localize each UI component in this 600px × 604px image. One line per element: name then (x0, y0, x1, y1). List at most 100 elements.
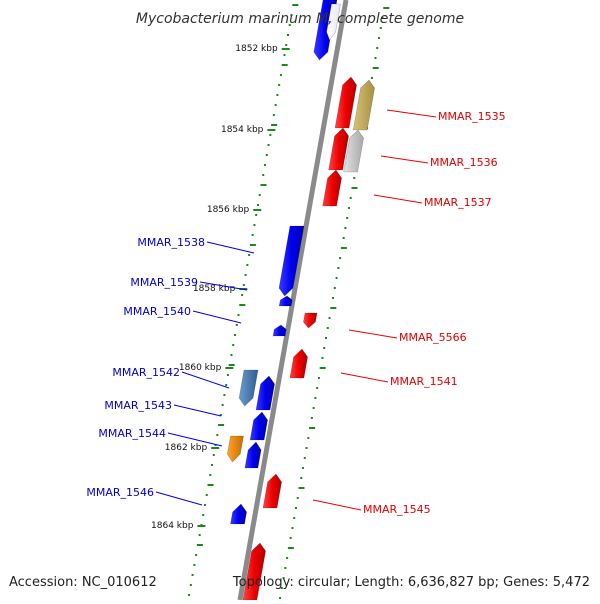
tick-dot-right (330, 307, 337, 309)
tick-dot-left (189, 584, 192, 586)
forward-gene-leader-line (167, 432, 223, 447)
gene-block-top-forward-light[interactable] (326, 3, 341, 41)
gene-blocks (226, 0, 375, 601)
tick-dot-left (198, 534, 201, 536)
reverse-gene-label[interactable]: MMAR_1541 (390, 375, 458, 388)
gene-block-mmar-1538[interactable] (278, 225, 305, 297)
tick-dot-left (188, 594, 191, 596)
reverse-gene-label[interactable]: MMAR_5566 (399, 331, 467, 344)
tick-dot-right (335, 277, 338, 279)
gene-block-mmar-1543[interactable] (249, 411, 268, 441)
tick-dot-right (293, 517, 296, 519)
scale-tick-mark (267, 129, 276, 131)
forward-gene-label[interactable]: MMAR_1539 (130, 276, 198, 289)
tick-dot-right (289, 537, 292, 539)
accession-text: Accession: NC_010612 (9, 575, 157, 590)
forward-gene-leader-line (206, 241, 255, 254)
tick-dot-left (255, 214, 258, 216)
scale-tick-mark (197, 525, 206, 527)
gene-block-mmar-1541[interactable] (289, 348, 308, 379)
tick-dot-left (193, 564, 196, 566)
tick-dot-right (342, 237, 345, 239)
gene-block-mmar-1535[interactable] (334, 76, 357, 129)
gene-block-mmar-1536-grey[interactable] (343, 129, 364, 173)
gene-block-mmar-1542[interactable] (238, 369, 259, 407)
tick-dot-right (317, 377, 320, 379)
tick-dot-left (196, 544, 203, 546)
forward-gene-label[interactable]: MMAR_1538 (137, 236, 205, 249)
gene-block-mmar-1537[interactable] (322, 169, 342, 207)
tick-dot-right (381, 17, 384, 19)
tick-dot-left (209, 474, 212, 476)
scale-tick-mark (281, 48, 290, 50)
tick-dot-left (230, 354, 233, 356)
tick-dot-right (305, 447, 308, 449)
forward-gene-label[interactable]: MMAR_1543 (104, 399, 172, 412)
tick-dot-left (233, 334, 236, 336)
tick-dot-right (377, 37, 380, 39)
forward-gene-label[interactable]: MMAR_1544 (98, 427, 166, 440)
scale-tick-mark (211, 447, 220, 449)
gene-block-mmar-1540[interactable] (272, 324, 287, 337)
genome-summary: Topology: circular; Length: 6,636,827 bp… (232, 575, 590, 590)
tick-dot-right (353, 177, 356, 179)
gene-block-mmar-1539[interactable] (278, 295, 293, 307)
tick-dot-left (241, 294, 244, 296)
forward-gene-label[interactable]: MMAR_1542 (112, 366, 180, 379)
tick-dot-left (286, 34, 289, 36)
tick-dot-left (195, 554, 198, 556)
gene-block-mmar-5566[interactable] (303, 312, 318, 329)
tick-dot-left (256, 204, 259, 206)
tick-dot-left (265, 154, 268, 156)
tick-dot-left (258, 194, 261, 196)
tick-dot-right (284, 567, 287, 569)
tick-dot-left (228, 364, 235, 366)
scale-tick-mark (225, 367, 234, 369)
reverse-gene-leader-line (348, 329, 398, 339)
tick-dot-right (344, 227, 347, 229)
gene-block-mmar-1544[interactable] (226, 435, 244, 463)
tick-dot-left (283, 54, 286, 56)
reverse-gene-leader-line (386, 109, 437, 118)
gene-block-mmar-1535-olive[interactable] (352, 79, 375, 131)
tick-dot-left (285, 44, 288, 46)
tick-dot-right (310, 417, 313, 419)
tick-dot-right (333, 287, 336, 289)
tick-dot-left (235, 324, 238, 326)
gene-block-mmar-1546[interactable] (230, 503, 247, 525)
forward-gene-label[interactable]: MMAR_1546 (86, 486, 154, 499)
tick-dot-right (287, 547, 294, 549)
tick-dot-right (282, 577, 285, 579)
reverse-gene-label[interactable]: MMAR_1536 (430, 156, 498, 169)
tick-dot-left (218, 424, 225, 426)
tick-dot-right (314, 397, 317, 399)
tick-dot-left (226, 374, 229, 376)
gene-block-mmar-1544b[interactable] (244, 441, 262, 469)
forward-gene-leader-line (192, 310, 242, 324)
scale-tick-label: 1860 kbp (179, 363, 222, 373)
tick-dot-right (370, 77, 373, 79)
scale-tick-label: 1858 kbp (193, 284, 236, 294)
tick-dot-right (337, 267, 340, 269)
gene-block-mmar-1542b[interactable] (255, 375, 275, 411)
tick-dot-right (351, 187, 358, 189)
forward-gene-label[interactable]: MMAR_1540 (123, 305, 191, 318)
reverse-gene-label[interactable]: MMAR_1537 (424, 196, 492, 209)
tick-dot-left (244, 274, 247, 276)
tick-dot-right (307, 437, 310, 439)
gene-labels: MMAR_1538 MMAR_1539 MMAR_1540 MMAR_1542 MMAR… (86, 109, 506, 516)
reverse-gene-label[interactable]: MMAR_1535 (438, 110, 506, 123)
tick-dot-left (212, 454, 215, 456)
tick-dot-left (249, 244, 256, 246)
gene-block-mmar-1545[interactable] (262, 473, 282, 509)
scale-ticks: 1852 kbp 1854 kbp 1856 kbp 1858 kbp 1860 kbp… (151, 44, 290, 531)
tick-dot-left (211, 464, 214, 466)
tick-dot-left (269, 134, 272, 136)
gene-block-mmar-1536[interactable] (328, 127, 349, 171)
reverse-gene-label[interactable]: MMAR_1545 (363, 503, 431, 516)
tick-dot-right (326, 327, 329, 329)
tick-dot-left (251, 234, 254, 236)
tick-dot-left (276, 94, 279, 96)
tick-dot-right (312, 407, 315, 409)
